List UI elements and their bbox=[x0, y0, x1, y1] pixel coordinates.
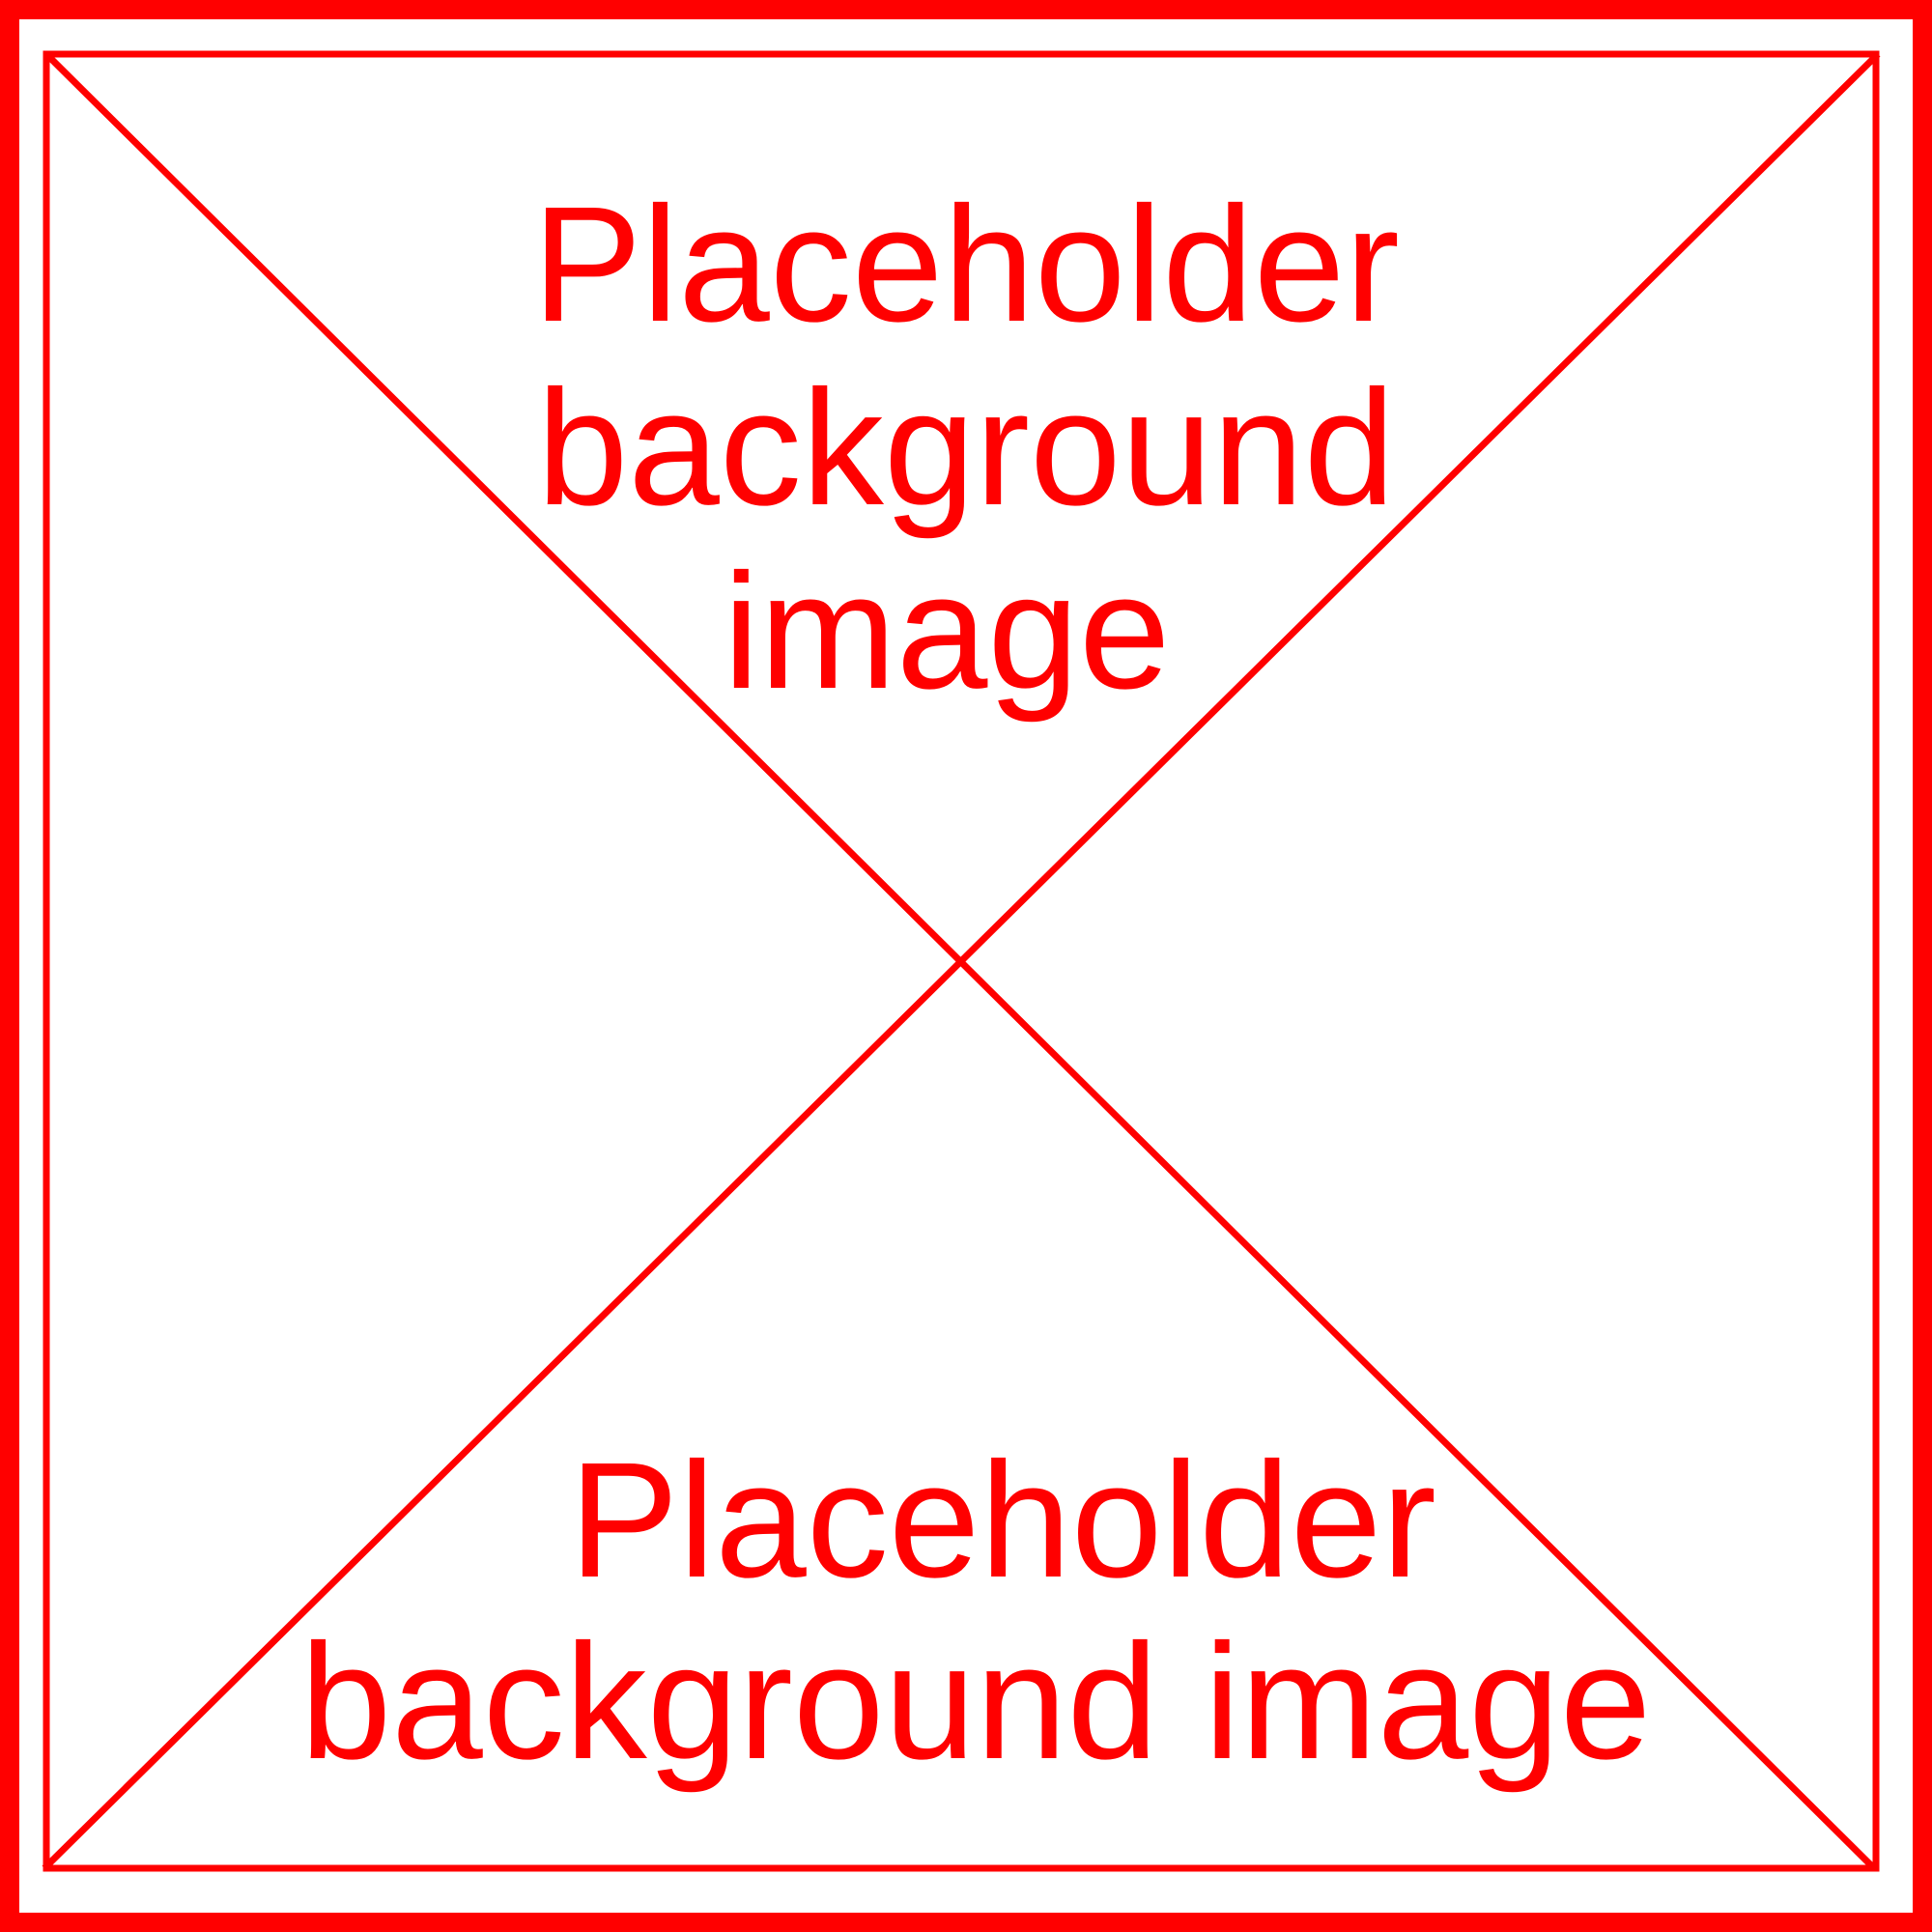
diagonal-line-top-right bbox=[42, 51, 1881, 1871]
inner-border bbox=[43, 50, 1880, 1872]
top-placeholder-line-3: image bbox=[723, 540, 1170, 724]
bottom-placeholder-line-2: background image bbox=[300, 1610, 1652, 1794]
bottom-placeholder-line-1: Placeholder bbox=[569, 1429, 1436, 1612]
top-placeholder-line-2: background bbox=[537, 356, 1395, 540]
top-placeholder-line-1: Placeholder bbox=[532, 173, 1400, 356]
